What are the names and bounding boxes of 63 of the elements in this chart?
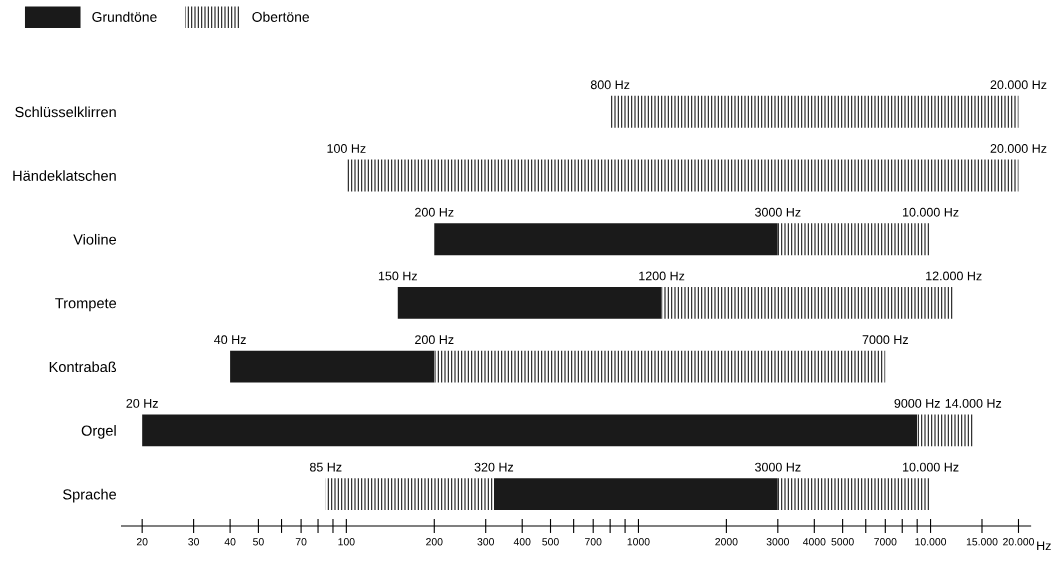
x-axis-title: Hz bbox=[1037, 541, 1051, 551]
annotation: 12.000 Hz bbox=[926, 271, 982, 281]
annotation: 10.000 Hz bbox=[903, 207, 959, 217]
y-tick-label: Sprache bbox=[63, 488, 117, 503]
annotation: 85 Hz bbox=[309, 462, 342, 472]
annotation: 320 Hz bbox=[474, 462, 514, 472]
y-tick-label: Kontrabaß bbox=[49, 361, 117, 373]
x-tick-label: 4000 bbox=[802, 538, 826, 546]
legend-label: Obertöne bbox=[252, 11, 309, 22]
y-tick-label: Händeklatschen bbox=[13, 170, 116, 181]
annotation: 9000 Hz bbox=[894, 398, 940, 408]
bar bbox=[917, 414, 974, 447]
annotation: 10.000 Hz bbox=[903, 462, 959, 472]
annotation: 200 Hz bbox=[415, 335, 454, 345]
x-tick-label: 100 bbox=[338, 538, 355, 546]
bar bbox=[325, 478, 494, 511]
x-tick-label: 50 bbox=[253, 538, 264, 546]
x-tick-label: 40 bbox=[224, 538, 236, 546]
x-tick-label: 700 bbox=[585, 538, 602, 546]
y-tick-label: Trompete bbox=[55, 298, 117, 312]
y-tick-label: Orgel bbox=[81, 425, 116, 439]
y-tick-label: Violine bbox=[73, 233, 117, 245]
x-tick-label: 15.000 bbox=[966, 538, 998, 546]
x-tick-label: 300 bbox=[477, 538, 494, 546]
bar bbox=[777, 478, 931, 511]
x-tick-label: 20 bbox=[136, 538, 148, 546]
annotation: 20.000 Hz bbox=[990, 144, 1047, 153]
bar bbox=[661, 287, 954, 319]
bar bbox=[493, 478, 778, 511]
x-tick-label: 7000 bbox=[874, 538, 897, 546]
annotation: 800 Hz bbox=[590, 80, 630, 90]
legend-label: Grundtöne bbox=[92, 11, 157, 22]
x-tick-label: 20.000 bbox=[1003, 538, 1035, 546]
bar bbox=[346, 159, 1019, 192]
x-tick-label: 400 bbox=[513, 538, 531, 546]
bar bbox=[434, 223, 778, 256]
y-tick-label: Schlüsselklirren bbox=[15, 106, 116, 118]
annotation: 3000 Hz bbox=[755, 462, 801, 472]
bar bbox=[142, 414, 918, 447]
annotation: 3000 Hz bbox=[755, 207, 801, 217]
bar bbox=[397, 287, 662, 319]
annotation: 14.000 Hz bbox=[945, 398, 1002, 408]
bar bbox=[230, 350, 435, 383]
bar bbox=[610, 95, 1019, 128]
x-tick-label: 10.000 bbox=[915, 538, 947, 546]
annotation: 150 Hz bbox=[378, 271, 417, 281]
annotation: 7000 Hz bbox=[862, 335, 908, 345]
x-tick-label: 30 bbox=[188, 538, 199, 546]
bar bbox=[777, 223, 931, 256]
annotation: 100 Hz bbox=[327, 144, 366, 153]
x-tick-label: 200 bbox=[426, 538, 443, 546]
x-tick-label: 3000 bbox=[766, 538, 789, 546]
x-tick-label: 1000 bbox=[627, 538, 650, 546]
annotation: 1200 Hz bbox=[639, 271, 685, 281]
annotation: 20.000 Hz bbox=[990, 80, 1047, 90]
x-tick-label: 2000 bbox=[715, 538, 738, 546]
annotation: 200 Hz bbox=[415, 207, 454, 217]
annotation: 20 Hz bbox=[126, 398, 158, 408]
x-tick-label: 70 bbox=[295, 538, 307, 546]
bar bbox=[434, 350, 886, 383]
annotation: 40 Hz bbox=[214, 335, 246, 345]
x-tick-label: 500 bbox=[542, 538, 559, 546]
x-tick-label: 5000 bbox=[831, 538, 854, 546]
